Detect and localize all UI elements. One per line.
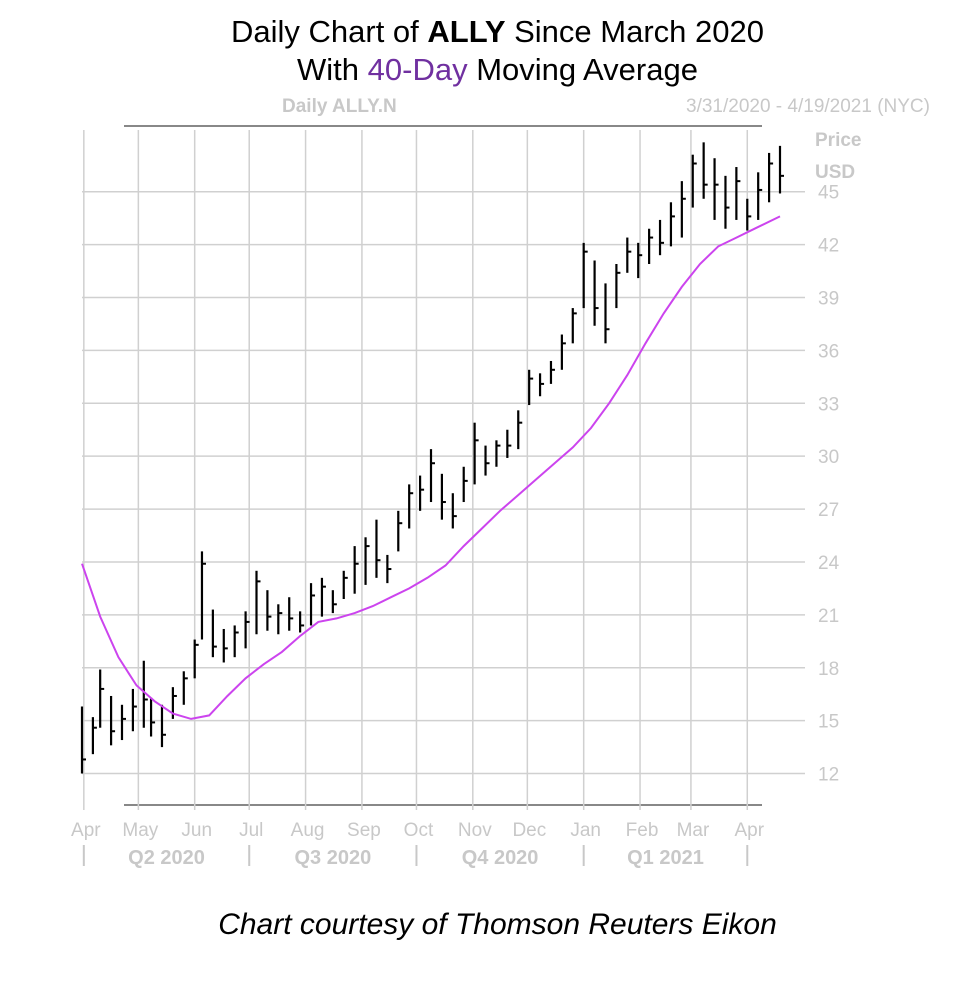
moving-average-period: 40-Day [367, 52, 468, 87]
month-label: Aug [291, 820, 325, 841]
month-label: Mar [677, 820, 710, 841]
price-chart: Daily ALLY.N 3/31/2020 - 4/19/2021 (NYC) P… [71, 96, 930, 869]
y-tick-label: 39 [818, 289, 839, 310]
y-tick-label: 36 [818, 341, 839, 362]
y-tick-label: 45 [818, 183, 839, 204]
month-label: Feb [626, 820, 659, 841]
y-tick-label: 33 [818, 394, 839, 415]
quarter-label: Q1 2021 [627, 847, 704, 869]
month-label: Apr [734, 820, 764, 841]
y-tick-label: 30 [818, 447, 839, 468]
quarter-label: Q4 2020 [462, 847, 539, 869]
month-label: May [122, 820, 158, 841]
quarter-label: Q3 2020 [294, 847, 371, 869]
moving-average-line [81, 215, 781, 720]
month-label: Jul [239, 820, 263, 841]
y-axis-title: Price [815, 130, 861, 151]
y-axis-unit: USD [815, 162, 855, 183]
symbol-label: Daily ALLY.N [282, 96, 397, 117]
chart-title-line-1: Daily Chart of ALLY Since March 2020 [0, 14, 959, 50]
chart-credit: Chart courtesy of Thomson Reuters Eikon [218, 908, 777, 941]
y-tick-label: 27 [818, 500, 839, 521]
ticker-symbol: ALLY [427, 14, 506, 49]
y-tick-label: 18 [818, 659, 839, 680]
month-label: Nov [458, 820, 492, 841]
y-tick-label: 21 [818, 606, 839, 627]
month-label: Apr [71, 820, 101, 841]
date-range-label: 3/31/2020 - 4/19/2021 (NYC) [686, 96, 930, 117]
y-tick-label: 15 [818, 712, 839, 733]
y-tick-label: 42 [818, 236, 839, 257]
subtitle-prefix: With [297, 52, 368, 87]
quarter-label: Q2 2020 [128, 847, 205, 869]
y-tick-label: 24 [818, 553, 840, 574]
month-label: Dec [512, 820, 546, 841]
y-tick-label: 12 [818, 765, 839, 786]
chart-title-line-2: With 40-Day Moving Average [0, 52, 959, 88]
month-label: Oct [404, 820, 434, 841]
title-suffix: Since March 2020 [505, 14, 764, 49]
month-label: Jan [570, 820, 601, 841]
title-prefix: Daily Chart of [231, 14, 428, 49]
subtitle-suffix: Moving Average [467, 52, 698, 87]
month-label: Jun [181, 820, 212, 841]
month-label: Sep [347, 820, 381, 841]
